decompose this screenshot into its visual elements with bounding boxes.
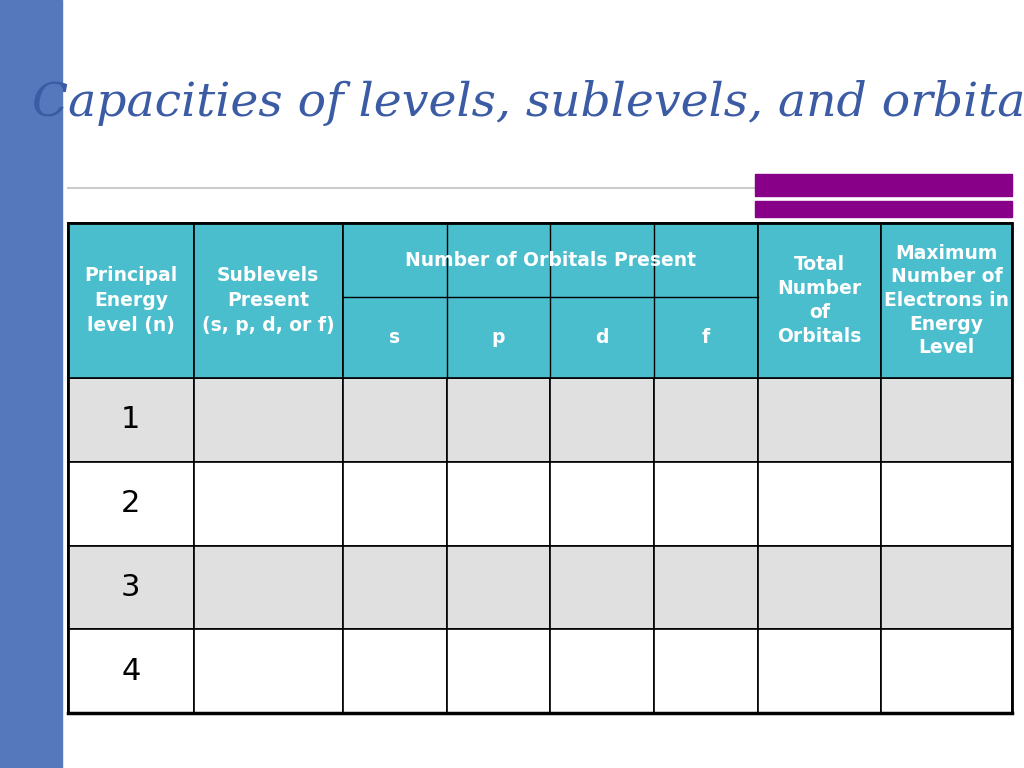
- Text: p: p: [492, 328, 505, 347]
- Bar: [194, 629, 343, 713]
- Bar: [68, 545, 194, 629]
- Bar: [343, 378, 446, 462]
- Bar: [550, 378, 654, 462]
- Bar: [446, 462, 550, 545]
- Bar: [0, 0, 62, 768]
- Bar: [881, 629, 1012, 713]
- Bar: [758, 545, 881, 629]
- Bar: [758, 629, 881, 713]
- Text: 2: 2: [121, 489, 140, 518]
- Bar: [194, 223, 343, 378]
- Bar: [755, 201, 1012, 217]
- Text: Maximum
Number of
Electrons in
Energy
Level: Maximum Number of Electrons in Energy Le…: [884, 244, 1009, 357]
- Bar: [343, 223, 758, 378]
- Bar: [68, 223, 1012, 713]
- Bar: [758, 462, 881, 545]
- Bar: [881, 378, 1012, 462]
- Bar: [755, 174, 1012, 196]
- Bar: [550, 462, 654, 545]
- Bar: [446, 378, 550, 462]
- Text: 1: 1: [121, 406, 140, 435]
- Bar: [68, 462, 194, 545]
- Bar: [194, 462, 343, 545]
- Text: 4: 4: [121, 657, 140, 686]
- Bar: [446, 545, 550, 629]
- Bar: [194, 378, 343, 462]
- Bar: [654, 629, 758, 713]
- Bar: [881, 545, 1012, 629]
- Bar: [881, 462, 1012, 545]
- Text: f: f: [702, 328, 711, 347]
- Bar: [654, 378, 758, 462]
- Text: 3: 3: [121, 573, 140, 602]
- Text: Capacities of levels, sublevels, and orbitals: Capacities of levels, sublevels, and orb…: [32, 80, 1024, 126]
- Text: s: s: [389, 328, 400, 347]
- Bar: [343, 545, 446, 629]
- Bar: [194, 545, 343, 629]
- Bar: [758, 378, 881, 462]
- Text: Principal
Energy
level (n): Principal Energy level (n): [84, 266, 177, 335]
- Text: d: d: [596, 328, 609, 347]
- Bar: [343, 629, 446, 713]
- Bar: [68, 223, 194, 378]
- Bar: [550, 545, 654, 629]
- Text: Number of Orbitals Present: Number of Orbitals Present: [404, 250, 696, 270]
- Bar: [68, 378, 194, 462]
- Bar: [881, 223, 1012, 378]
- Bar: [446, 629, 550, 713]
- Bar: [758, 223, 881, 378]
- Bar: [654, 545, 758, 629]
- Bar: [68, 629, 194, 713]
- Bar: [550, 629, 654, 713]
- Text: Sublevels
Present
(s, p, d, or f): Sublevels Present (s, p, d, or f): [202, 266, 335, 335]
- Text: Total
Number
of
Orbitals: Total Number of Orbitals: [777, 255, 861, 346]
- Bar: [654, 462, 758, 545]
- Bar: [343, 462, 446, 545]
